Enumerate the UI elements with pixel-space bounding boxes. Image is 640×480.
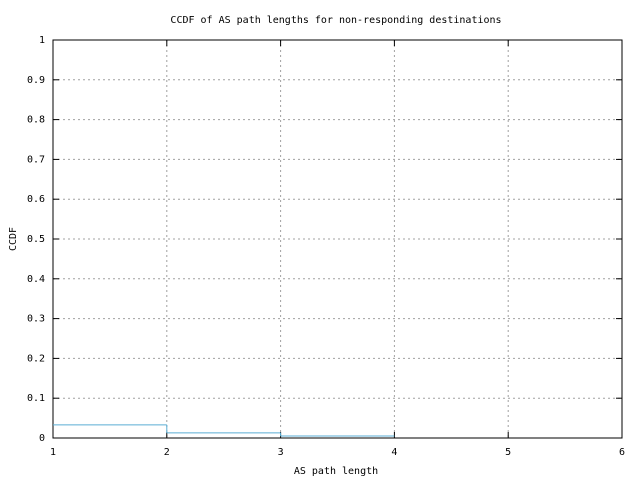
y-tick-label: 0.2 — [27, 353, 45, 364]
x-tick-label: 3 — [278, 447, 284, 458]
x-axis-label: AS path length — [294, 466, 378, 477]
y-tick-label: 0.1 — [27, 393, 45, 404]
y-tick-label: 0.3 — [27, 314, 45, 325]
x-tick-label: 1 — [50, 447, 56, 458]
y-tick-label: 0.8 — [27, 115, 45, 126]
y-tick-label: 0.7 — [27, 154, 45, 165]
x-tick-label: 2 — [164, 447, 170, 458]
x-tick-label: 4 — [391, 447, 397, 458]
x-tick-label: 6 — [619, 447, 625, 458]
y-axis-label: CCDF — [8, 227, 19, 251]
y-tick-label: 0.4 — [27, 274, 45, 285]
chart-title: CCDF of AS path lengths for non-respondi… — [170, 15, 501, 26]
y-tick-label: 1 — [39, 35, 45, 46]
y-tick-label: 0.6 — [27, 194, 45, 205]
y-tick-label: 0 — [39, 433, 45, 444]
plot-border — [52, 39, 623, 439]
y-tick-label: 0.5 — [27, 234, 45, 245]
y-tick-label: 0.9 — [27, 75, 45, 86]
x-tick-label: 5 — [505, 447, 511, 458]
